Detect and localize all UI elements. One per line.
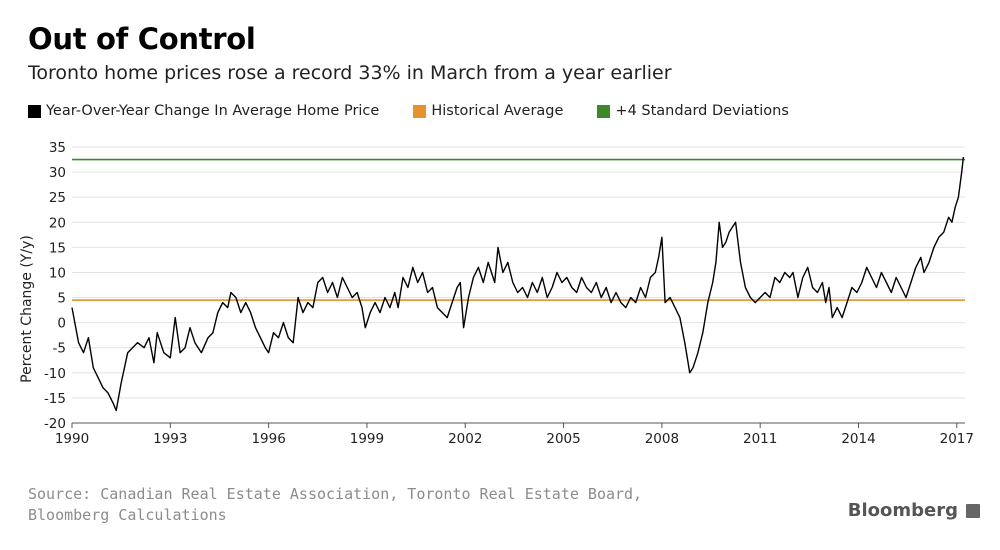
x-axis-ticks: 1990 1993 1996 1999 2002 2005 2008 2011 2014 2017 (55, 423, 974, 447)
chart-title: Out of Control (28, 22, 256, 56)
legend-item-historical-average: Historical Average (413, 103, 563, 119)
y-tick-label: 15 (49, 240, 66, 256)
legend-swatch-std-deviations (597, 104, 611, 118)
bloomberg-logo: Bloomberg (848, 500, 980, 521)
y-tick-label: 20 (49, 215, 66, 231)
y-tick-label: 30 (49, 165, 66, 181)
legend-item-std-deviations: +4 Standard Deviations (597, 103, 789, 119)
chart-legend: Year-Over-Year Change In Average Home Pr… (28, 103, 823, 119)
legend-swatch-price-change (28, 104, 41, 118)
y-tick-label: 5 (57, 291, 66, 307)
y-tick-label: -10 (44, 366, 66, 382)
y-tick-label: 0 (57, 316, 66, 332)
source-note: Source: Canadian Real Estate Association… (28, 484, 668, 526)
x-tick-label: 1999 (350, 431, 384, 447)
x-tick-label: 2011 (743, 431, 777, 447)
x-tick-label: 1996 (251, 431, 285, 447)
series-line-price-change (71, 156, 965, 412)
bloomberg-icon (966, 503, 980, 518)
y-tick-label: -5 (53, 341, 66, 357)
x-tick-label: 2017 (940, 431, 974, 447)
chart-series (71, 156, 965, 412)
source-line-1: Source: Canadian Real Estate Association… (28, 485, 643, 503)
x-tick-label: 1990 (55, 431, 89, 447)
x-tick-label: 2005 (546, 431, 580, 447)
legend-label-historical-average: Historical Average (431, 103, 564, 119)
y-tick-label: -15 (44, 391, 66, 407)
y-tick-label: -20 (44, 416, 66, 432)
x-tick-label: 2002 (448, 431, 482, 447)
y-tick-label: 10 (49, 265, 66, 281)
chart-gridlines (72, 146, 965, 424)
legend-label-std-deviations: +4 Standard Deviations (615, 103, 789, 119)
y-tick-label: 25 (49, 190, 66, 206)
reference-lines (72, 158, 965, 301)
y-tick-label: 35 (49, 140, 66, 156)
x-tick-label: 2014 (841, 431, 875, 447)
legend-item-price-change: Year-Over-Year Change In Average Home Pr… (28, 103, 379, 119)
legend-label-price-change: Year-Over-Year Change In Average Home Pr… (46, 103, 380, 119)
x-tick-label: 2008 (645, 431, 679, 447)
y-axis-label: Percent Change (Y/y) (19, 235, 35, 383)
source-line-2: Bloomberg Calculations (28, 506, 227, 524)
x-tick-label: 1993 (153, 431, 187, 447)
y-axis-ticks: -20 -15 -10 -5 0 5 10 15 20 25 30 35 (44, 140, 66, 432)
legend-swatch-historical-average (413, 104, 427, 118)
chart-subtitle: Toronto home prices rose a record 33% in… (28, 62, 672, 84)
brand-name: Bloomberg (847, 500, 958, 521)
